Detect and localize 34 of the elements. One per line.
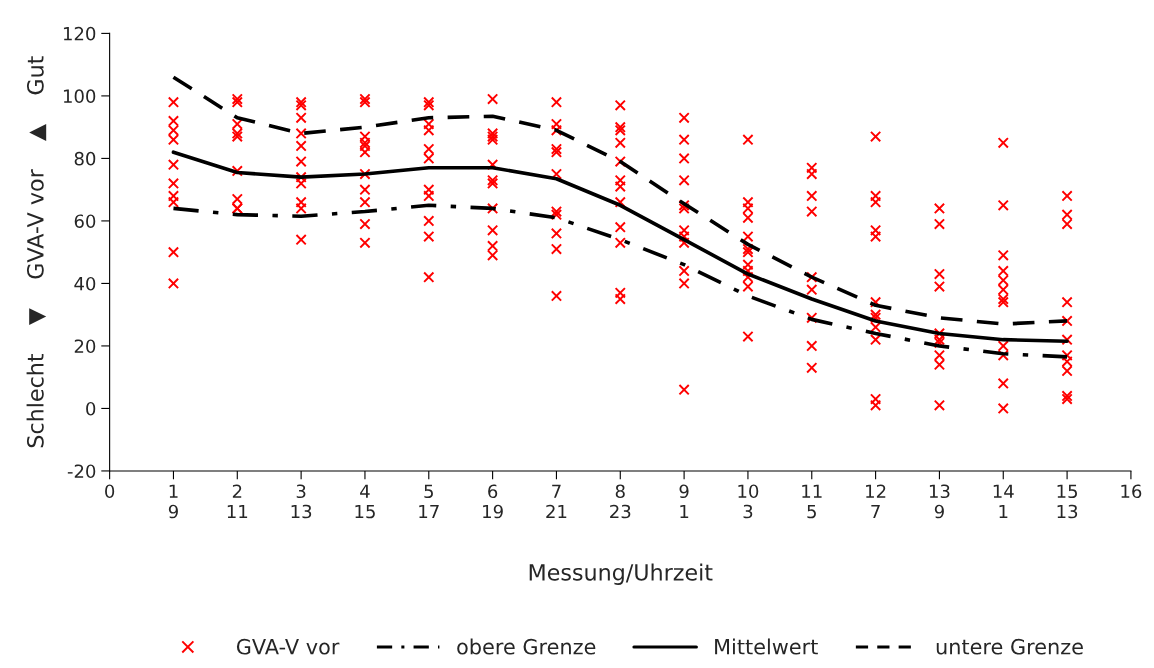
y-tick-label: 20 bbox=[74, 339, 96, 354]
x-tick-label: 9 1 bbox=[679, 484, 689, 519]
x-tick-label: 14 1 bbox=[993, 484, 1014, 519]
x-tick-label: 7 21 bbox=[546, 484, 567, 519]
legend-label: untere Grenze bbox=[936, 638, 1083, 655]
y-tick-label: -20 bbox=[67, 464, 96, 479]
x-tick-label: 11 5 bbox=[802, 484, 822, 519]
line-series bbox=[171, 203, 1069, 359]
x-tick-label: 1 9 bbox=[168, 484, 178, 519]
x-tick-label: 5 17 bbox=[419, 484, 439, 519]
legend-label: obere Grenze bbox=[457, 638, 596, 655]
x-tick-label: 16 bbox=[1121, 484, 1142, 499]
x-tick-label: 10 3 bbox=[738, 484, 759, 519]
y-tick-label: 0 bbox=[86, 401, 96, 416]
x-tick-label: 13 9 bbox=[929, 484, 950, 519]
x-tick-label: 15 13 bbox=[1057, 484, 1078, 519]
x-tick-label: 3 13 bbox=[291, 484, 312, 519]
y-tick-label: 60 bbox=[74, 214, 96, 229]
x-axis-title: Messung/Uhrzeit bbox=[529, 563, 713, 585]
y-tick-label: 80 bbox=[74, 151, 96, 166]
x-tick-label: 0 bbox=[105, 484, 115, 499]
legend-label: GVA-V vor bbox=[236, 638, 340, 655]
legend-label: Mittelwert bbox=[715, 638, 818, 655]
y-tick-label: 40 bbox=[74, 276, 96, 291]
y-tick-label: 100 bbox=[63, 89, 96, 104]
x-tick-label: 6 19 bbox=[483, 484, 503, 519]
x-tick-label: 8 23 bbox=[610, 484, 631, 519]
line-series bbox=[171, 150, 1069, 344]
x-tick-label: 12 7 bbox=[866, 484, 886, 519]
y-axis-title: Schlecht ▼ GVA-V vor ▲ Gut bbox=[26, 56, 47, 448]
line-series bbox=[171, 75, 1069, 326]
y-tick-label: 120 bbox=[63, 26, 96, 41]
x-tick-label: 4 15 bbox=[355, 484, 375, 519]
x-tick-label: 2 11 bbox=[227, 484, 248, 519]
